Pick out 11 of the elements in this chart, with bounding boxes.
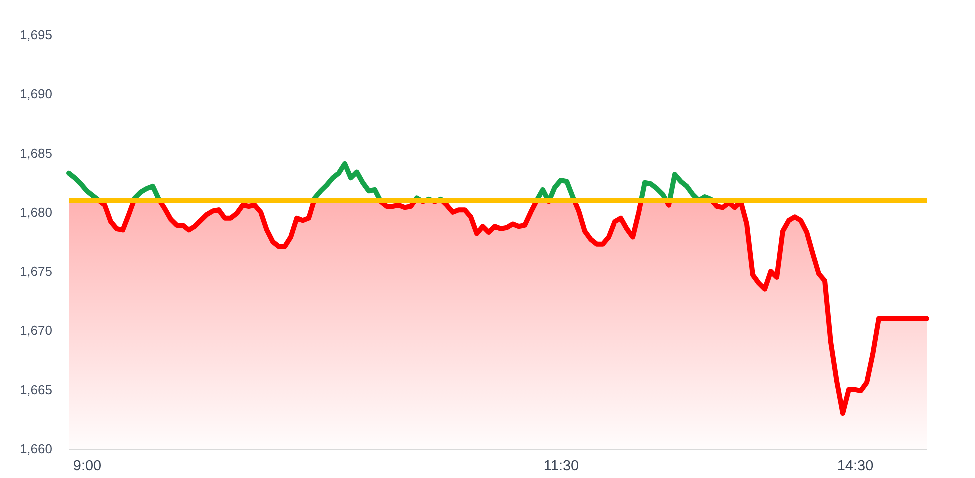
y-tick-label: 1,675	[20, 264, 52, 280]
y-tick-label: 1,660	[20, 442, 52, 456]
y-tick-label: 1,685	[20, 146, 52, 161]
x-tick-label: 11:30	[544, 458, 580, 474]
y-tick-label: 1,695	[20, 28, 52, 42]
x-tick-label: 9:00	[73, 458, 102, 474]
y-tick-label: 1,665	[20, 382, 52, 398]
y-tick-label: 1,670	[20, 323, 52, 338]
x-tick-label: 14:30	[837, 458, 874, 474]
y-tick-label: 1,680	[20, 204, 52, 220]
y-tick-label: 1,690	[20, 86, 52, 102]
